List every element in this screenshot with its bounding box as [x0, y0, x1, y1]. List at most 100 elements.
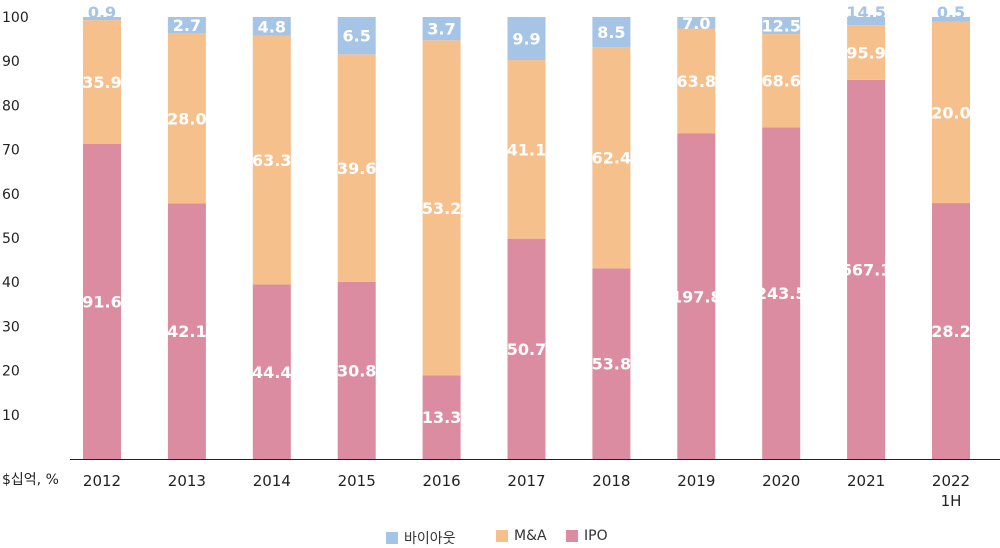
data-label: 53.2 — [422, 199, 461, 218]
legend-swatch — [566, 530, 578, 542]
data-label: 6.5 — [343, 27, 371, 46]
data-label: 53.8 — [592, 355, 631, 374]
data-label: 95.9 — [846, 44, 885, 63]
bar-ipo — [83, 143, 121, 459]
y-tick-label: 10 — [2, 408, 20, 424]
data-label: 0.5 — [937, 3, 965, 22]
bar-ma — [762, 34, 801, 128]
data-label: 28.2 — [931, 322, 970, 341]
x-tick-label: 2014 — [253, 472, 291, 490]
bar-buyout — [847, 17, 886, 26]
legend-item: IPO — [566, 528, 608, 544]
x-tick-label: 2020 — [762, 472, 800, 490]
bar-ipo — [847, 79, 886, 459]
x-tick-label: 2013 — [168, 472, 206, 490]
bar-ipo — [252, 284, 291, 459]
data-label: 63.3 — [252, 151, 291, 170]
bar-buyout — [337, 17, 376, 55]
bar-ipo — [677, 133, 716, 459]
y-tick-label: 80 — [2, 98, 20, 114]
x-tick-label: 2018 — [592, 472, 630, 490]
y-tick-label: 20 — [2, 364, 20, 380]
x-tick-label: 2022 — [932, 472, 970, 490]
x-tick-label: 2015 — [338, 472, 376, 490]
bar-ma — [422, 40, 461, 376]
data-label: 243.5 — [756, 284, 807, 303]
data-label: 50.7 — [507, 340, 546, 359]
y-tick-label: 40 — [2, 275, 20, 291]
data-label: 9.9 — [512, 30, 540, 49]
data-label: 13.3 — [422, 408, 461, 427]
bar-ipo — [337, 281, 376, 459]
data-label: 12.5 — [761, 17, 800, 36]
y-tick-label: 60 — [2, 187, 20, 203]
y-tick-label: 30 — [2, 319, 20, 335]
bar-ma — [592, 47, 631, 269]
y-tick-label: 90 — [2, 54, 20, 70]
bar-ma — [932, 21, 970, 204]
y-tick-label: 100 — [2, 10, 29, 26]
bar-ma — [83, 20, 121, 144]
bar-ipo — [762, 127, 801, 459]
data-label: 41.1 — [507, 140, 546, 159]
data-label: 3.7 — [427, 20, 455, 39]
unit-label: $십억, % — [2, 472, 59, 488]
data-label: 68.6 — [761, 72, 800, 91]
data-label: 42.1 — [167, 322, 206, 341]
y-tick-label: 50 — [2, 231, 20, 247]
data-label: 0.9 — [88, 3, 116, 22]
data-label: 39.6 — [337, 159, 376, 178]
legend-swatch — [496, 530, 508, 542]
bar-ma — [507, 60, 546, 239]
data-label: 20.0 — [931, 103, 970, 122]
data-label: 62.4 — [592, 149, 631, 168]
data-label: 197.8 — [671, 287, 722, 306]
bar-buyout — [507, 17, 546, 61]
legend-label: IPO — [584, 528, 608, 544]
legend-swatch — [386, 532, 398, 544]
bar-buyout — [167, 17, 206, 34]
x-tick-label: 1H — [941, 492, 962, 510]
data-label: 30.8 — [337, 361, 376, 380]
x-tick-label: 2012 — [83, 472, 121, 490]
bar-ipo — [932, 203, 970, 459]
legend-label: M&A — [514, 528, 547, 544]
bar-buyout — [252, 17, 291, 36]
data-label: 7.0 — [682, 14, 710, 33]
data-label: 91.6 — [82, 292, 121, 311]
bar-ipo — [507, 238, 546, 459]
bar-ma — [252, 35, 291, 285]
bar-buyout — [422, 17, 461, 41]
data-label: 44.4 — [252, 363, 291, 382]
data-label: 28.0 — [167, 109, 206, 128]
bar-ma — [167, 33, 206, 204]
data-label: 63.8 — [677, 72, 716, 91]
data-label: 8.5 — [597, 23, 625, 42]
bar-buyout — [932, 17, 970, 22]
bar-buyout — [762, 17, 801, 35]
data-label: 4.8 — [258, 17, 286, 36]
chart-legend: 바이아웃 M&A IPO — [0, 528, 1000, 548]
bar-ipo — [167, 203, 206, 459]
legend-item: 바이아웃 — [386, 528, 456, 548]
x-tick-label: 2016 — [423, 472, 461, 490]
bar-buyout — [592, 17, 631, 48]
data-label: 667.1 — [841, 260, 892, 279]
bar-ma — [337, 54, 376, 282]
bar-buyout — [677, 17, 716, 29]
x-tick-label: 2019 — [677, 472, 715, 490]
x-tick-label: 2017 — [507, 472, 545, 490]
y-tick-label: 70 — [2, 143, 20, 159]
legend-label: 바이아웃 — [404, 531, 456, 547]
bar-ma — [677, 28, 716, 134]
data-label: 35.9 — [82, 73, 121, 92]
bar-ma — [847, 25, 886, 80]
bar-ipo — [592, 268, 631, 459]
x-tick-label: 2021 — [847, 472, 885, 490]
bar-buyout — [83, 17, 121, 21]
data-label: 14.5 — [846, 3, 885, 22]
bar-ipo — [422, 375, 461, 459]
legend-item: M&A — [496, 528, 547, 544]
data-label: 2.7 — [173, 16, 201, 35]
